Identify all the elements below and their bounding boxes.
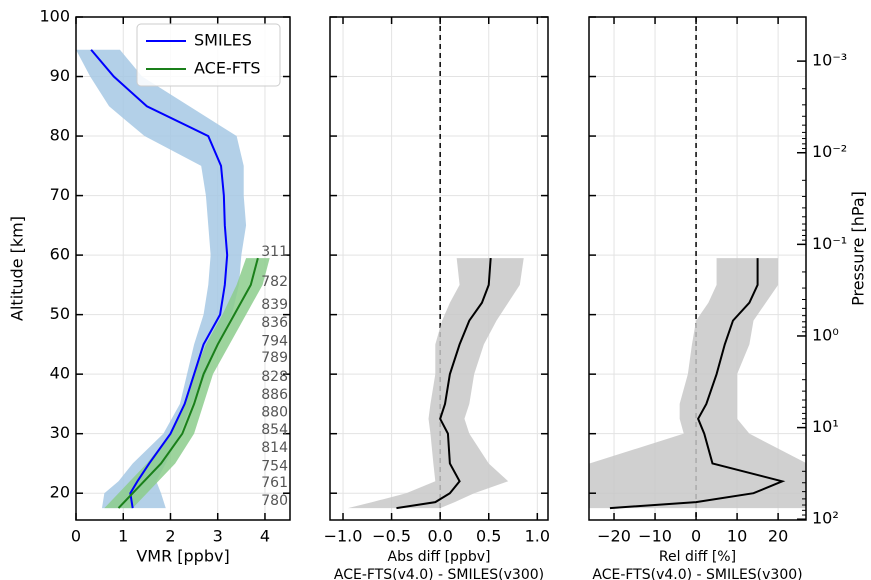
profile-line xyxy=(117,257,259,509)
x-tick-label: −1.0 xyxy=(324,527,363,546)
legend-label: SMILES xyxy=(194,31,252,50)
y-tick-label: 60 xyxy=(50,245,70,264)
profile-line xyxy=(396,258,492,510)
x-tick-label: 10 xyxy=(727,527,747,546)
count-label: 754 xyxy=(261,458,288,474)
spread-band xyxy=(589,258,806,509)
spread-band xyxy=(104,258,270,509)
x-axis-label: ACE-FTS(v4.0) - SMILES(v300) xyxy=(334,567,544,580)
count-label: 854 xyxy=(261,422,288,438)
y2-tick-label: 10⁻³ xyxy=(812,51,847,70)
count-label: 886 xyxy=(261,387,288,403)
x-tick-label: 20 xyxy=(768,527,788,546)
y-tick-label: 30 xyxy=(50,423,70,442)
count-label: 880 xyxy=(261,404,288,420)
y-tick-label: 90 xyxy=(50,66,70,85)
x-tick-label: 1.0 xyxy=(525,527,550,546)
y-tick-label: 50 xyxy=(50,304,70,323)
x-tick-label: 4 xyxy=(260,527,270,546)
count-label: 836 xyxy=(261,315,288,331)
y-tick-label: 100 xyxy=(39,7,70,26)
x-axis-label: VMR [ppbv] xyxy=(136,547,229,566)
y2-tick-label: 10⁰ xyxy=(812,325,839,344)
count-label: 839 xyxy=(261,297,288,313)
x-tick-label: 0 xyxy=(691,527,701,546)
y-tick-label: 40 xyxy=(50,364,70,383)
y2-tick-label: 10⁻¹ xyxy=(812,234,847,253)
count-label: 814 xyxy=(261,440,288,456)
y2-tick-label: 10² xyxy=(812,509,839,528)
plot-area xyxy=(330,17,548,520)
x-tick-label: 0 xyxy=(71,527,81,546)
y2-tick-label: 10¹ xyxy=(812,417,839,436)
x-tick-label: 1 xyxy=(118,527,128,546)
legend-label: ACE-FTS xyxy=(194,59,261,78)
y2-tick-label: 10⁻² xyxy=(812,142,847,161)
plot-area xyxy=(589,17,806,520)
spread-band xyxy=(76,49,247,509)
x-tick-label: 2 xyxy=(165,527,175,546)
y-tick-label: 70 xyxy=(50,185,70,204)
axes-frame xyxy=(329,16,549,521)
x-tick-label: 0.5 xyxy=(476,527,501,546)
x-axis-label: Rel diff [%] xyxy=(659,549,736,565)
y-tick-label: 20 xyxy=(50,483,70,502)
count-label: 311 xyxy=(261,244,288,260)
count-label: 761 xyxy=(261,475,288,491)
profile-line xyxy=(90,49,229,509)
x-tick-label: 3 xyxy=(213,527,223,546)
count-label: 794 xyxy=(261,333,288,349)
x-tick-label: −0.5 xyxy=(372,527,411,546)
x-tick-label: −20 xyxy=(597,527,631,546)
count-label: 782 xyxy=(261,274,288,290)
y-tick-label: 80 xyxy=(50,126,70,145)
count-label: 828 xyxy=(261,369,288,385)
legend: SMILES ACE-FTS xyxy=(136,23,281,87)
y2-axis-label: Pressure [hPa] xyxy=(849,191,868,306)
spread-band xyxy=(347,258,524,509)
y-axis-label: Altitude [km] xyxy=(8,216,27,321)
x-tick-label: 0.0 xyxy=(427,527,452,546)
axes-frame xyxy=(588,16,807,521)
legend-box xyxy=(136,23,281,87)
x-tick-label: −10 xyxy=(638,527,672,546)
profile-line xyxy=(609,258,786,510)
axes-frame xyxy=(75,16,291,521)
x-axis-label: Abs diff [ppbv] xyxy=(388,549,491,565)
plot-area xyxy=(76,17,290,520)
x-axis-label: ACE-FTS(v4.0) - SMILES(v300) xyxy=(592,567,802,580)
count-label: 789 xyxy=(261,350,288,366)
count-label: 780 xyxy=(261,493,288,509)
